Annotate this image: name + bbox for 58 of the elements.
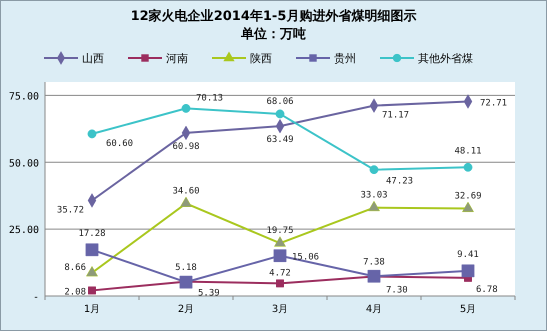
legend-label: 贵州 [334,52,356,65]
data-label: 71.17 [382,110,410,121]
point [180,276,192,289]
data-label: 9.41 [457,250,479,260]
point [462,202,474,212]
point [274,249,286,262]
legend-label: 河南 [166,52,188,65]
legend-label: 陕西 [250,52,272,65]
legend-label: 山西 [82,52,104,65]
point [370,165,378,174]
data-label: 47.23 [386,176,414,187]
data-label: 60.98 [172,142,200,152]
y-tick-label: 50.00 [8,158,39,170]
data-label: 8.66 [64,262,86,273]
data-label: 48.11 [454,146,482,156]
data-label: 6.78 [476,284,498,295]
y-tick-label: 25.00 [8,225,39,236]
x-tick-label: 2月 [178,304,194,315]
chart-subtitle: 单位：万吨 [240,26,306,42]
point [276,110,284,118]
data-label: 7.30 [386,285,408,296]
data-label: 19.75 [266,226,294,236]
point [462,264,474,278]
data-label: 70.13 [196,93,224,104]
x-tick-label: 1月 [84,304,100,315]
data-label: 4.72 [269,268,291,278]
data-label: 33.03 [360,190,388,201]
data-label: 7.38 [363,257,385,268]
data-label: 72.71 [480,98,508,108]
legend-label: 其他外省煤 [418,52,473,65]
data-label: 5.39 [198,288,220,299]
data-label: 63.49 [266,135,294,146]
point [368,200,380,212]
data-label: 17.28 [78,228,106,239]
point [182,104,190,113]
point [88,286,96,294]
point [88,129,96,138]
point [464,162,472,172]
chart-title: 12家火电企业2014年1-5月购进外省煤明细图示 [130,8,416,24]
point [180,196,192,207]
data-label: 5.18 [175,263,197,274]
data-label: 35.72 [56,205,84,216]
data-label: 34.60 [172,186,200,196]
point [276,279,284,288]
data-label: 68.06 [266,96,294,107]
point [86,243,98,256]
y-tick-label: - [32,292,39,303]
x-tick-label: 5月 [460,304,476,315]
point [86,266,98,276]
x-tick-label: 3月 [272,304,288,315]
point [368,270,380,283]
data-label: 15.06 [292,252,320,263]
point [274,236,286,247]
data-label: 2.08 [64,287,86,298]
x-tick-label: 4月 [366,304,382,315]
data-label: 32.69 [454,192,482,202]
data-label: 60.60 [106,138,134,149]
y-tick-label: 75.00 [8,91,39,102]
